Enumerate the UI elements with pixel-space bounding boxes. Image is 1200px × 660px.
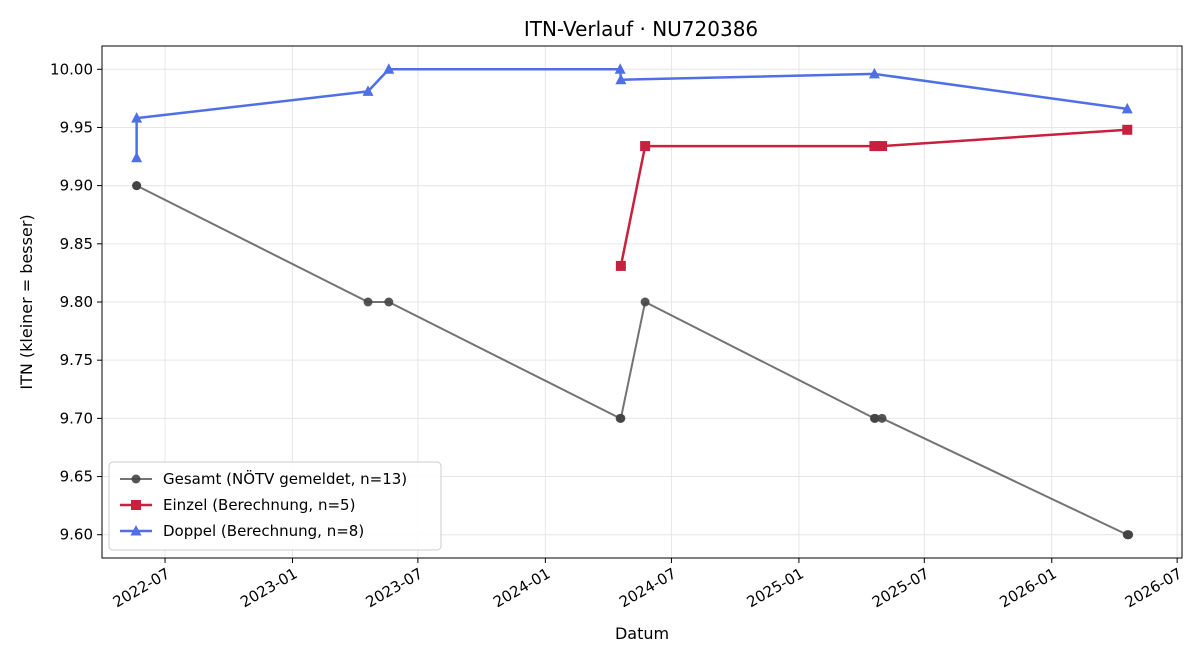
y-axis-title: ITN (kleiner = besser) [17,214,36,389]
y-tick-label: 9.85 [60,235,93,253]
data-point [615,73,627,85]
legend-box [108,461,442,551]
y-tick-label: 9.90 [60,177,93,195]
legend-item: Gesamt (NÖTV gemeldet, n=13) [120,469,407,488]
x-tick-label: 2025-07 [869,564,932,611]
data-point [383,63,395,74]
data-point [870,413,880,423]
y-tick-label: 9.80 [60,293,93,311]
x-tick-label: 2025-01 [744,564,807,611]
data-point [877,413,887,423]
y-tick-label: 9.75 [60,351,93,369]
data-point [877,141,888,152]
legend-marker [131,474,141,484]
legend-item: Doppel (Berechnung, n=8) [120,522,364,540]
chart-title: ITN-Verlauf · NU720386 [524,17,758,41]
data-point [363,297,373,307]
legend-label: Doppel (Berechnung, n=8) [163,522,364,540]
legend-marker [130,525,142,536]
series-circle [132,181,1134,540]
y-tick-label: 9.60 [60,526,93,544]
y-tick-label: 9.95 [60,118,93,136]
legend-label: Einzel (Berechnung, n=5) [163,496,355,514]
x-tick-label: 2026-01 [996,564,1059,611]
legend-label: Gesamt (NÖTV gemeldet, n=13) [163,469,407,488]
legend-marker [131,500,141,510]
data-point [640,141,651,152]
data-point [131,151,143,163]
data-point [1122,124,1133,135]
data-point [615,260,626,271]
legend-item: Einzel (Berechnung, n=5) [120,496,355,514]
x-tick-label: 2023-01 [237,564,300,611]
x-axis: 2022-07 2023-01 2023-07 2024-01 2024-07 2025-… [110,558,1185,611]
series-line [135,68,1128,158]
data-point [868,67,880,79]
y-tick-label: 10.00 [50,60,93,78]
x-tick-label: 2024-07 [616,564,679,611]
data-point [869,141,880,152]
data-point [1124,530,1134,540]
y-tick-label: 9.70 [60,409,93,427]
series-triangle [131,63,1133,163]
y-tick-label: 9.65 [60,468,93,486]
data-point [132,181,142,191]
series-square [615,124,1133,271]
x-tick-label: 2024-01 [490,564,553,611]
data-point [384,297,394,307]
y-axis: 9.60 9.65 9.70 9.75 9.80 9.85 9.90 9.95 10.00 [50,60,102,544]
data-point [131,112,143,123]
x-tick-label: 2026-07 [1122,564,1185,611]
data-point [616,413,626,423]
x-tick-label: 2023-07 [363,564,426,611]
data-point [614,63,626,74]
data-point [362,85,374,96]
plot-series [131,63,1134,540]
x-axis-title: Datum [615,624,669,643]
data-point [1121,102,1133,114]
data-point [640,297,650,307]
x-tick-label: 2022-07 [110,564,173,611]
legend: Gesamt (NÖTV gemeldet, n=13) Einzel (Bere… [108,461,442,551]
